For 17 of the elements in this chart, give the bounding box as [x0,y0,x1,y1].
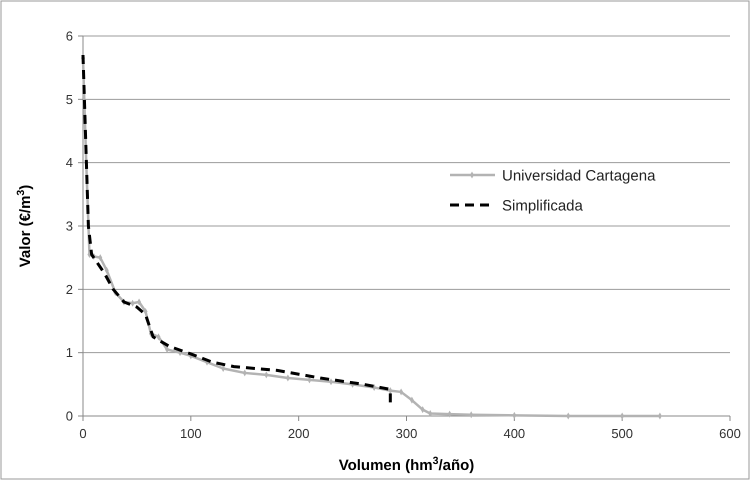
y-tick-label: 3 [66,218,73,234]
y-tick-label: 0 [66,408,73,424]
legend-label: Universidad Cartagena [502,167,656,184]
x-tick-label: 600 [719,426,741,441]
x-tick-label: 500 [611,426,634,441]
y-tick-label: 1 [66,345,73,360]
y-tick-label: 6 [66,28,73,44]
x-tick-label: 200 [288,426,310,441]
y-tick-label: 2 [66,282,73,297]
x-tick-label: 100 [180,426,202,441]
x-tick-label: 300 [396,426,418,441]
x-tick-label: 0 [79,426,87,441]
x-axis-title: Volumen (hm$^{3}$/año) [338,455,474,474]
y-tick-label: 4 [66,155,73,170]
x-tick-label: 400 [503,426,526,441]
y-tick-label: 5 [66,92,73,107]
legend-label: Simplificada [502,197,584,214]
